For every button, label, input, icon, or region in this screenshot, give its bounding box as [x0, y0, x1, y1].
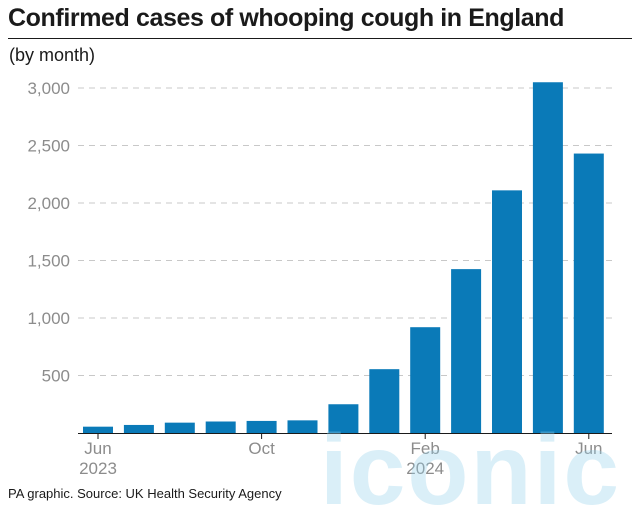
x-tick-label: 2023 [79, 459, 117, 478]
y-tick-label: 2,000 [27, 194, 70, 213]
y-tick-label: 1,500 [27, 252, 70, 271]
chart-subtitle: (by month) [9, 45, 96, 65]
gridlines [78, 87, 612, 376]
bar [369, 369, 400, 433]
x-tick-label: Oct [248, 439, 275, 458]
bar [287, 420, 318, 433]
y-axis-labels: 500 1,000 1,500 2,000 2,500 3,000 [27, 79, 70, 386]
bar [451, 269, 482, 433]
y-tick-label: 500 [42, 367, 70, 386]
bar [532, 82, 563, 433]
x-tick-label: 2024 [406, 459, 444, 478]
bar [83, 426, 113, 433]
bars [83, 82, 604, 434]
bar [246, 420, 277, 433]
bar [123, 424, 154, 433]
bar [164, 422, 195, 433]
title-divider [8, 38, 632, 39]
bar [492, 190, 522, 433]
x-tick-label: Jun [575, 439, 602, 458]
bar [573, 153, 604, 434]
bar [205, 421, 236, 433]
y-tick-label: 3,000 [27, 79, 70, 98]
x-tick-label: Jun [84, 439, 111, 458]
source-note: PA graphic. Source: UK Health Security A… [8, 486, 282, 501]
x-tick-label: Feb [411, 439, 440, 458]
y-tick-label: 2,500 [27, 137, 70, 156]
bar [410, 327, 441, 433]
bar [328, 404, 359, 433]
y-tick-label: 1,000 [27, 309, 70, 328]
chart-title: Confirmed cases of whooping cough in Eng… [8, 4, 565, 32]
